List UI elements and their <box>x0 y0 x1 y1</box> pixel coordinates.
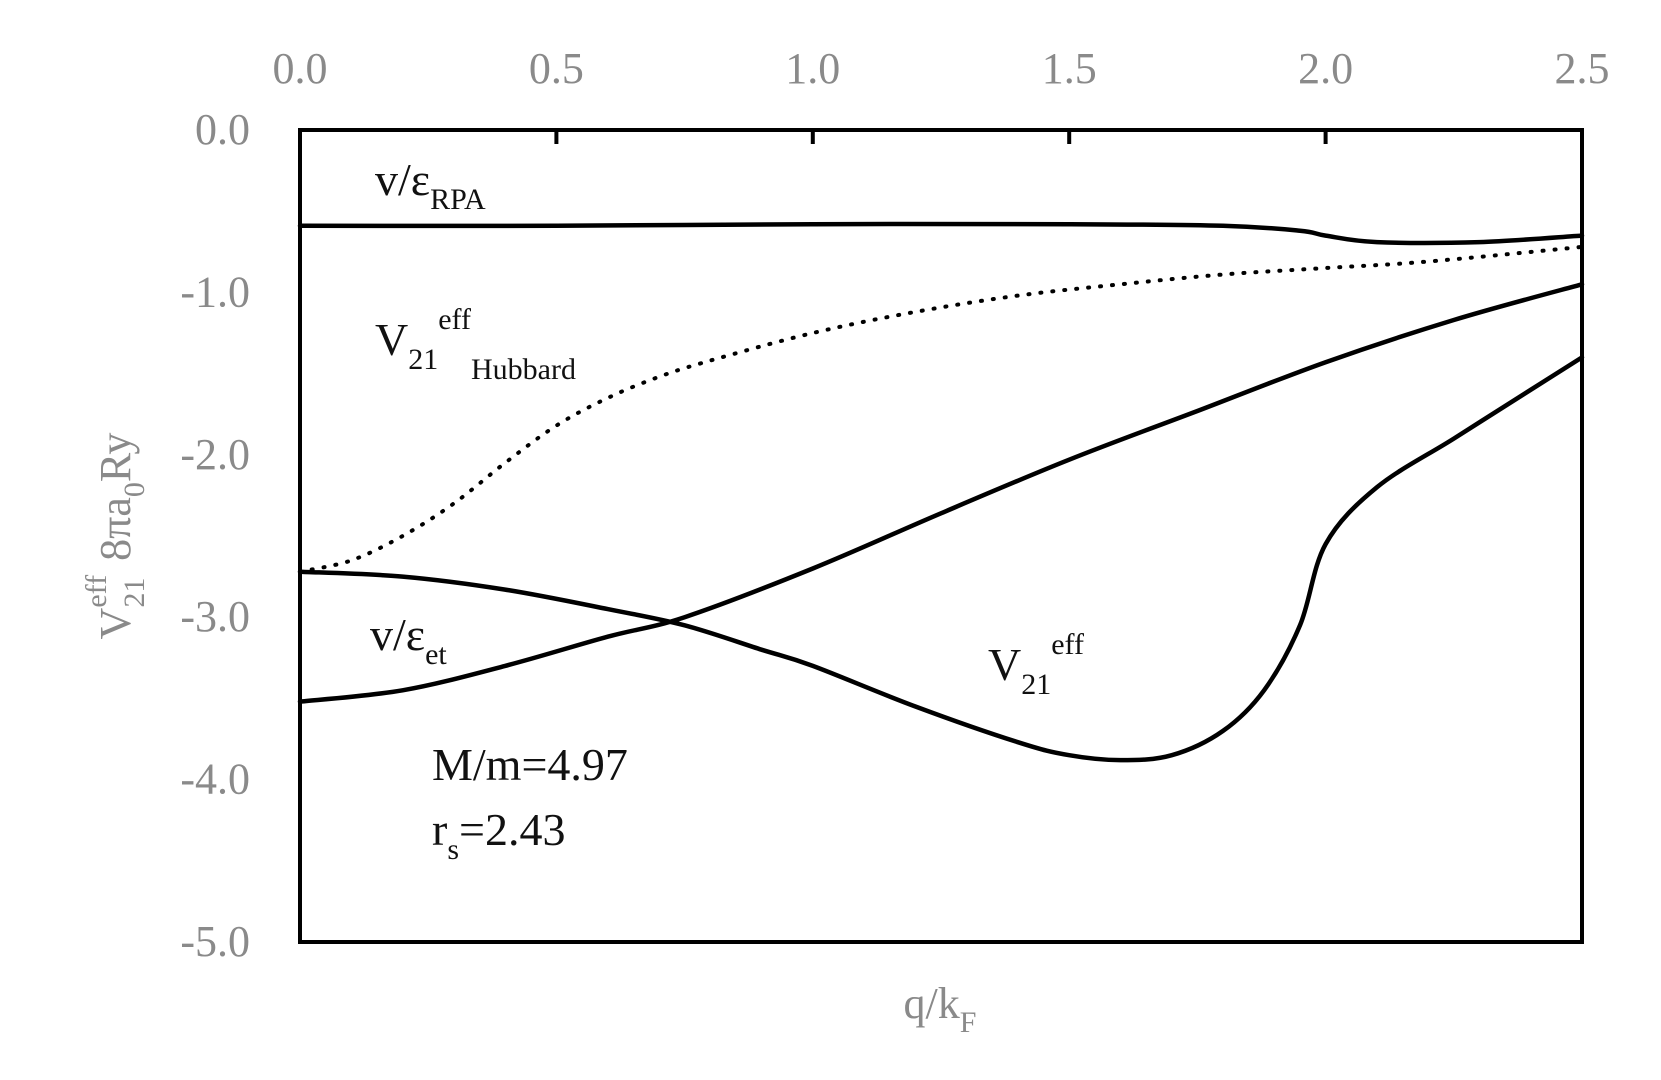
y-label-8pia: 8πa <box>91 497 140 561</box>
y-tick-label: -2.0 <box>180 430 250 479</box>
x-tick-label: 0.0 <box>273 44 328 93</box>
x-tick-label: 0.5 <box>529 44 584 93</box>
y-label-ry: Ry <box>91 433 140 483</box>
label-et-sub: et <box>425 638 447 671</box>
label-veff-sub: 21 <box>1021 668 1051 701</box>
x-axis-label: q/kF <box>904 979 977 1039</box>
label-et: v/εet <box>370 609 447 671</box>
y-tick-label: -3.0 <box>180 592 250 641</box>
label-rpa-sub: RPA <box>430 183 486 216</box>
plot-frame <box>298 128 1584 944</box>
y-label-v-sup: eff <box>80 575 113 608</box>
label-rs-sub: s <box>447 833 459 866</box>
y-label-8pia-sub: 0 <box>118 482 151 497</box>
y-tick-label: -5.0 <box>180 917 250 966</box>
x-label-base: q/k <box>904 979 960 1028</box>
x-tick-label: 2.0 <box>1298 44 1353 93</box>
label-veff: V21eff <box>988 628 1084 701</box>
label-veff-sup: eff <box>1051 628 1084 661</box>
label-mass-ratio: M/m=4.97 <box>432 739 628 790</box>
y-tick-label: -1.0 <box>180 267 250 316</box>
label-veff-base: V <box>988 639 1021 690</box>
y-ticks: 0.0 -1.0 -2.0 -3.0 -4.0 -5.0 <box>180 105 250 966</box>
label-rs: rs=2.43 <box>432 804 565 866</box>
y-axis-label: V21eff 8πa0Ry <box>80 433 151 640</box>
label-hubbard-sub: 21 <box>408 343 438 376</box>
series-veff-line <box>297 355 1585 763</box>
x-tick-label: 1.5 <box>1042 44 1097 93</box>
y-label-v: V <box>91 607 140 639</box>
label-hubbard-sub2: Hubbard <box>471 353 576 386</box>
x-ticks: 0.0 0.5 1.0 1.5 2.0 2.5 <box>273 44 1610 144</box>
label-rs-rest: =2.43 <box>459 804 565 855</box>
label-rs-base: r <box>432 804 447 855</box>
label-hubbard: V21effHubbard <box>375 303 576 386</box>
series-layer <box>297 221 1585 763</box>
label-hubbard-sup: eff <box>438 303 471 336</box>
series-rpa-line <box>297 221 1585 246</box>
y-label-v-sub: 21 <box>118 578 151 608</box>
label-rpa: v/εRPA <box>375 154 486 216</box>
label-rpa-base: v/ε <box>375 154 430 205</box>
x-label-sub: F <box>960 1006 977 1039</box>
x-tick-label: 2.5 <box>1555 44 1610 93</box>
series-hubbard-line <box>298 244 1584 574</box>
y-tick-label: 0.0 <box>195 105 250 154</box>
series-et-line <box>297 282 1585 704</box>
label-et-base: v/ε <box>370 609 425 660</box>
y-tick-label: -4.0 <box>180 755 250 804</box>
label-hubbard-base: V <box>375 314 408 365</box>
x-tick-label: 1.0 <box>785 44 840 93</box>
